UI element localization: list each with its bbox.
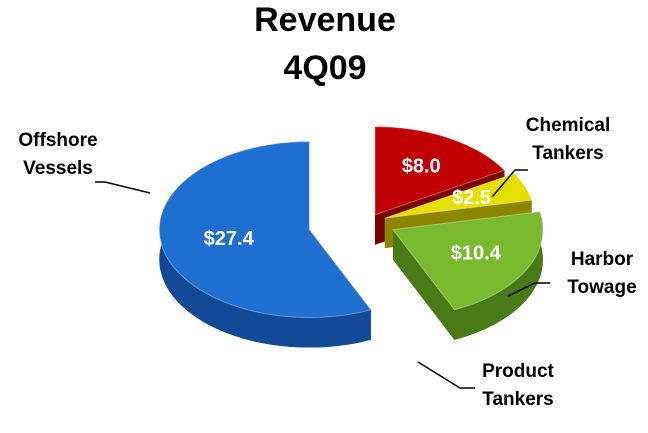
value-label: $27.4 — [204, 228, 255, 250]
leader-line — [491, 169, 528, 198]
category-label: Harbor Towage — [567, 249, 636, 298]
value-label: $8.0 — [402, 156, 441, 178]
slice-side — [454, 211, 543, 340]
value-label: $2.5 — [452, 187, 491, 209]
value-label: $10.4 — [451, 243, 502, 265]
chart-title: Revenue 4Q09 — [254, 1, 396, 87]
category-label: Chemical Tankers — [526, 115, 610, 164]
category-label: Offshore Vessels — [18, 130, 97, 179]
slice-side — [159, 141, 371, 348]
slice-top — [392, 211, 544, 311]
slice — [158, 141, 372, 348]
slice-top — [158, 141, 372, 319]
category-label: Product Tankers — [482, 361, 554, 410]
slice-top — [374, 126, 506, 216]
leader-line — [507, 282, 550, 297]
leader-line — [95, 181, 151, 194]
slice-wall — [392, 229, 455, 340]
leader-line — [417, 361, 475, 389]
slice — [392, 211, 544, 340]
slice-top — [384, 173, 533, 219]
